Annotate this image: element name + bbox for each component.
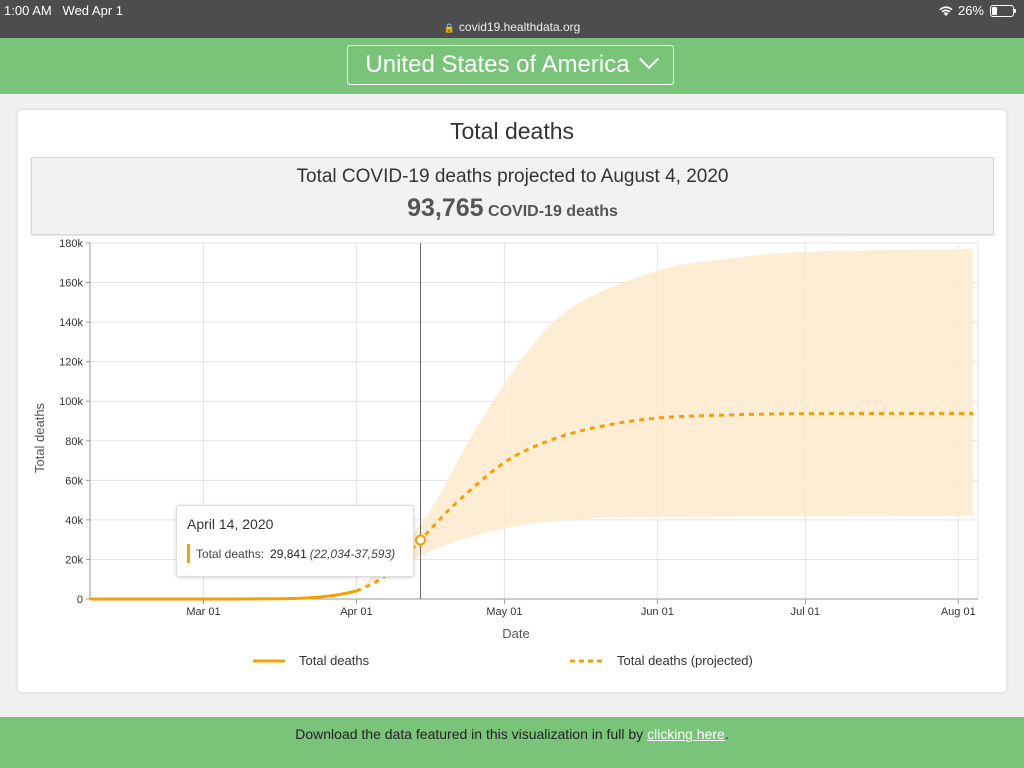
x-axis-title: Date <box>502 626 529 641</box>
summary-value: 93,765 <box>407 194 484 222</box>
footer-message: Download the data featured in this visua… <box>295 726 644 742</box>
series-layer <box>90 412 974 601</box>
tooltip-date: April 14, 2020 <box>187 516 274 532</box>
top-bar: United States of America <box>0 38 1024 94</box>
y-tick-label: 180k <box>59 238 83 250</box>
lock-icon: 🔒 <box>443 23 455 33</box>
legend-item-total-deaths[interactable]: Total deaths <box>253 653 370 668</box>
y-tick-label: 100k <box>59 396 83 408</box>
legend-label-total-deaths: Total deaths <box>299 653 370 668</box>
tick-labels: 0 20k 40k 60k 80k 100k 120k 140k 160k 180k Mar 01 A… <box>59 238 976 618</box>
chart-legend: Total deaths Total deaths (projected) <box>253 653 753 668</box>
y-tick-label: 60k <box>65 475 83 487</box>
footer-text: Download the data featured in this visua… <box>0 726 1024 742</box>
summary-text: Total COVID-19 deaths projected to Augus… <box>296 166 729 187</box>
battery-icon <box>990 4 1016 17</box>
status-time: 1:00 AM Wed Apr 1 <box>4 3 123 18</box>
chart-tooltip: April 14, 2020 Total deaths: 29,841 (22,03… <box>176 505 414 577</box>
y-tick-label: 160k <box>59 278 83 290</box>
x-tick-label: May 01 <box>486 606 522 618</box>
download-data-link[interactable]: clicking here <box>647 726 725 742</box>
x-tick-label: Jul 01 <box>791 606 820 618</box>
battery-fill <box>992 6 998 15</box>
x-tick-label: Aug 01 <box>941 606 976 618</box>
chevron-down-icon <box>638 49 659 70</box>
wifi-icon <box>939 5 953 16</box>
uncertainty-band <box>356 248 974 592</box>
footer: Download the data featured in this visua… <box>0 717 1024 768</box>
location-select[interactable]: United States of America <box>347 45 674 85</box>
location-select-label: United States of America <box>365 51 630 78</box>
series-line-total-deaths <box>90 589 357 601</box>
x-tick-label: Apr 01 <box>340 606 372 618</box>
y-tick-label: 0 <box>77 594 83 606</box>
tooltip-series-swatch <box>187 544 190 563</box>
address-bar[interactable]: 🔒 covid19.healthdata.org <box>0 20 1024 34</box>
summary-value-line: 93,765 COVID-19 deaths <box>32 194 993 223</box>
y-tick-label: 120k <box>59 357 83 369</box>
footer-suffix: . <box>724 726 729 742</box>
y-tick-label: 140k <box>59 317 83 329</box>
x-tick-label: Mar 01 <box>186 606 220 618</box>
y-tick-label: 20k <box>65 554 83 566</box>
y-tick-label: 80k <box>65 436 83 448</box>
status-time-text: 1:00 AM <box>4 3 52 18</box>
chart-card: Total deaths Total COVID-19 deaths proje… <box>18 110 1006 692</box>
series-line-projected <box>355 412 974 593</box>
tooltip-value: 29,841 <box>270 547 307 561</box>
tooltip-label: Total deaths: <box>196 547 265 561</box>
chart-axes <box>86 242 979 604</box>
battery-percent: 26% <box>957 3 984 18</box>
summary-box: Total COVID-19 deaths projected to Augus… <box>31 157 994 235</box>
y-tick-label: 40k <box>65 515 83 527</box>
hover-marker-point <box>415 534 427 546</box>
tooltip-range: (22,034-37,593) <box>309 547 396 561</box>
x-tick-label: Jun 01 <box>641 606 674 618</box>
status-right: 26% <box>938 3 1016 18</box>
url-text: covid19.healthdata.org <box>458 20 581 34</box>
legend-item-projected[interactable]: Total deaths (projected) <box>570 653 753 668</box>
status-bar: 1:00 AM Wed Apr 1 🔒 covid19.healthdata.or… <box>0 0 1024 38</box>
tooltip-line: Total deaths: 29,841 (22,034-37,593) <box>196 547 395 561</box>
legend-label-projected: Total deaths (projected) <box>617 653 753 668</box>
status-date-text: Wed Apr 1 <box>62 3 124 18</box>
summary-unit: COVID-19 deaths <box>488 203 618 220</box>
deaths-chart[interactable]: 0 20k 40k 60k 80k 100k 120k 140k 160k 180k Mar 01 A… <box>18 110 1006 692</box>
chart-title: Total deaths <box>449 118 575 144</box>
uncertainty-band-layer <box>356 248 974 592</box>
y-axis-title: Total deaths <box>32 402 47 473</box>
